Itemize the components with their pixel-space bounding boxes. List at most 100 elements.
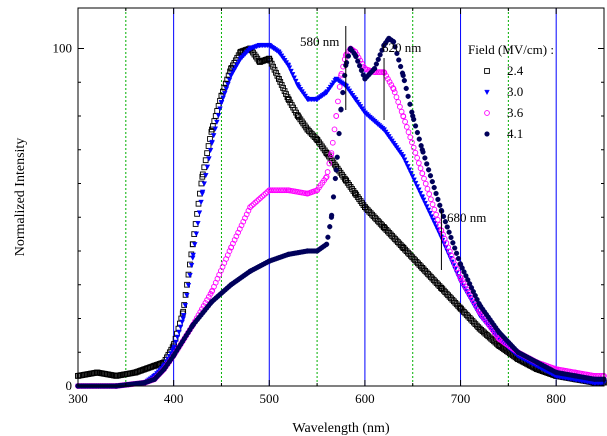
data-point (389, 233, 396, 239)
data-point (333, 167, 339, 173)
data-point (331, 126, 338, 133)
data-point (338, 106, 344, 112)
data-point (195, 221, 201, 227)
data-point (477, 302, 483, 308)
data-point (438, 285, 445, 291)
data-point (142, 380, 148, 386)
data-point (429, 179, 435, 185)
data-point (431, 221, 438, 227)
data-point (254, 198, 260, 204)
data-point (396, 57, 402, 63)
data-point (382, 225, 388, 232)
data-point (180, 313, 187, 319)
data-point (247, 204, 253, 210)
data-point (444, 224, 450, 230)
annotation-label: 680 nm (447, 210, 486, 225)
data-point (472, 321, 479, 327)
data-point (446, 293, 453, 300)
data-point (374, 217, 381, 224)
data-point (428, 196, 434, 203)
data-point (325, 234, 331, 240)
data-point (141, 366, 147, 373)
data-point (443, 290, 450, 297)
data-point (419, 194, 426, 201)
x-axis-title: Wavelength (nm) (292, 421, 390, 436)
data-point (220, 95, 226, 101)
data-point (285, 96, 292, 102)
data-point (334, 154, 340, 160)
y-tick-label: 100 (53, 41, 73, 56)
data-point (132, 369, 139, 376)
data-point (411, 177, 417, 183)
data-point (275, 76, 282, 82)
data-point (420, 266, 427, 273)
data-point (288, 68, 294, 75)
data-point (395, 99, 402, 105)
data-point (192, 242, 198, 248)
data-point (281, 88, 288, 94)
data-point (455, 255, 462, 262)
data-point (210, 133, 217, 139)
data-point (215, 113, 222, 119)
data-point (228, 244, 234, 251)
data-point (495, 334, 501, 341)
y-axis-title: Normalized Intensity (13, 138, 28, 257)
data-point (418, 263, 424, 270)
data-point (190, 255, 196, 261)
data-point (406, 251, 413, 258)
data-point (336, 83, 343, 90)
annotation-label: 580 nm (300, 34, 339, 49)
data-point (204, 150, 210, 156)
data-point (430, 277, 437, 283)
data-point (386, 35, 392, 41)
data-point (427, 210, 433, 217)
data-point (426, 167, 432, 173)
data-point (426, 191, 433, 197)
data-point (304, 248, 311, 254)
data-point (362, 76, 368, 82)
data-point (306, 128, 312, 134)
data-point (276, 49, 282, 55)
data-point (295, 83, 301, 89)
data-point (204, 164, 211, 170)
x-tick-label: 300 (68, 391, 88, 406)
data-point (412, 123, 419, 129)
data-point (433, 280, 440, 286)
data-point (423, 269, 430, 276)
data-point (113, 373, 120, 379)
data-point (149, 363, 156, 370)
data-point (473, 322, 480, 329)
data-point (379, 47, 385, 53)
data-point (402, 118, 408, 125)
data-point (452, 245, 458, 251)
data-point (433, 211, 439, 218)
data-point (274, 72, 281, 79)
data-point (307, 129, 314, 136)
data-point (295, 113, 301, 119)
data-point (410, 255, 417, 262)
data-point (199, 173, 206, 180)
data-point (376, 219, 383, 226)
data-point (222, 91, 228, 97)
x-tick-label: 700 (451, 391, 471, 406)
data-point (465, 313, 472, 320)
x-tick-label: 500 (260, 391, 280, 406)
data-point (144, 365, 150, 372)
data-point (190, 322, 196, 328)
data-point (273, 69, 279, 76)
data-point (572, 373, 578, 379)
data-point (408, 170, 414, 177)
data-point (247, 46, 253, 52)
data-point (155, 361, 162, 368)
data-point (426, 272, 433, 279)
data-point (458, 306, 464, 312)
data-point (355, 58, 361, 64)
data-point (324, 241, 330, 247)
data-point (406, 167, 413, 173)
data-point (451, 298, 457, 305)
data-point (285, 187, 292, 194)
data-point (201, 181, 207, 187)
data-point (400, 245, 407, 251)
data-point (398, 63, 404, 70)
